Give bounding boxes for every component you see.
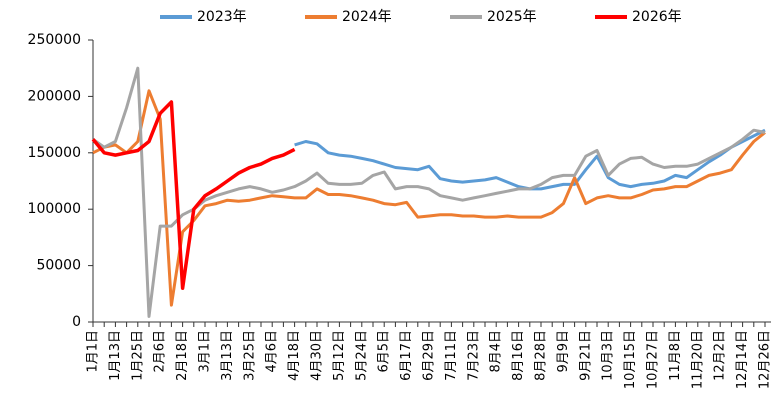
x-tick-label: 8月16日	[511, 330, 526, 381]
y-tick-label: 150000	[28, 145, 81, 161]
x-tick-label: 11月8日	[668, 330, 683, 381]
x-tick-label: 12月14日	[735, 330, 750, 389]
x-tick-label: 8月28日	[534, 330, 549, 381]
x-tick-label: 10月27日	[646, 330, 661, 389]
x-tick-label: 12月2日	[713, 330, 728, 381]
x-tick-label: 12月26日	[758, 330, 772, 389]
series-line	[91, 100, 296, 290]
x-tick-label: 11月20日	[690, 330, 705, 389]
x-tick-label: 2月18日	[175, 330, 190, 381]
x-tick-label: 10月15日	[623, 330, 638, 389]
y-tick-label: 50000	[36, 258, 81, 274]
series-line	[92, 89, 766, 307]
x-tick-label: 5月12日	[332, 330, 347, 381]
legend-label: 2024年	[342, 9, 392, 25]
x-tick-label: 1月25日	[130, 330, 145, 381]
x-tick-label: 6月29日	[422, 330, 437, 381]
x-tick-label: 5月24日	[354, 330, 369, 381]
x-tick-label: 7月11日	[444, 330, 459, 381]
x-tick-label: 3月25日	[242, 330, 257, 381]
y-tick-label: 100000	[28, 201, 81, 217]
x-tick-label: 7月23日	[466, 330, 481, 381]
x-tick-label: 9月9日	[556, 330, 571, 373]
x-tick-label: 4月6日	[265, 330, 280, 373]
x-tick-label: 4月18日	[287, 330, 302, 381]
x-tick-label: 4月30日	[310, 330, 325, 381]
x-tick-label: 1月13日	[108, 330, 123, 381]
legend-label: 2025年	[487, 9, 537, 25]
legend-label: 2023年	[197, 9, 247, 25]
x-tick-label: 6月17日	[399, 330, 414, 381]
y-tick-label: 0	[72, 314, 81, 330]
x-tick-label: 9月21日	[578, 330, 593, 381]
y-tick-label: 200000	[28, 88, 81, 104]
y-tick-label: 250000	[28, 32, 81, 48]
x-tick-label: 6月5日	[377, 330, 392, 373]
x-tick-label: 1月1日	[86, 330, 101, 373]
legend-label: 2026年	[632, 9, 682, 25]
x-tick-label: 8月4日	[489, 330, 504, 373]
x-tick-label: 3月1日	[198, 330, 213, 373]
series-line	[92, 66, 766, 318]
x-tick-label: 10月3日	[601, 330, 616, 381]
x-tick-label: 3月13日	[220, 330, 235, 381]
x-tick-label: 2月6日	[153, 330, 168, 373]
